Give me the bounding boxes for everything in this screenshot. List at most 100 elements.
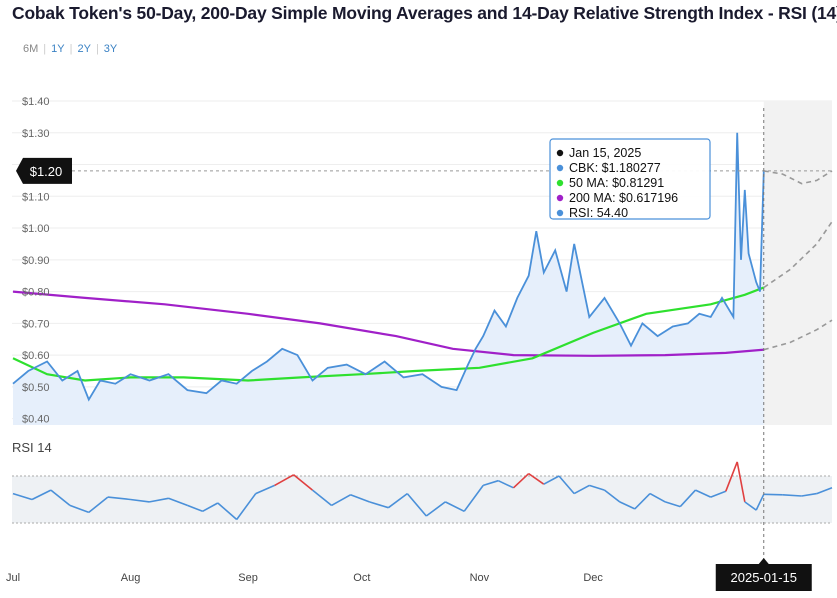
rsi-segment — [649, 492, 666, 503]
rsi-segment — [573, 484, 590, 495]
chart-title: Cobak Token's 50-Day, 200-Day Simple Mov… — [12, 3, 837, 23]
rsi-segment — [88, 496, 109, 514]
rsi-segment — [187, 504, 203, 513]
rsi-label: RSI 14 — [12, 440, 52, 455]
rsi-segment — [69, 504, 90, 514]
rsi-segment — [710, 490, 727, 498]
projection-area — [763, 101, 832, 523]
rsi-segment — [619, 501, 636, 510]
date-callout-pointer — [758, 558, 769, 564]
price-area-fill — [13, 132, 764, 426]
rsi-segment — [107, 496, 131, 501]
rsi-segment — [274, 474, 294, 487]
y-tick-label: $1.30 — [22, 128, 50, 140]
rsi-segment — [217, 502, 238, 521]
price-callout-label: $1.20 — [30, 164, 63, 179]
price-callout-box — [16, 157, 72, 184]
rsi-segment — [497, 479, 514, 489]
rsi-projection-segment — [763, 493, 783, 496]
tooltip-date: Jan 15, 2025 — [569, 146, 641, 160]
rsi-segment — [331, 494, 351, 507]
y-tick-label: $1.40 — [22, 96, 50, 108]
projection-shade — [763, 101, 832, 425]
projection-lines — [763, 170, 833, 351]
rsi-segment — [744, 501, 757, 511]
rsi-projection-segment — [782, 494, 802, 497]
rsi-segment — [664, 501, 681, 508]
range-6m-button[interactable]: 6M — [23, 43, 39, 55]
rsi-segment — [425, 501, 446, 517]
rsi-segment — [202, 502, 219, 513]
rsi-segment — [236, 493, 257, 520]
y-tick-label: $0.80 — [22, 287, 50, 299]
rsi-segment — [634, 493, 651, 510]
rsi-segment — [755, 493, 765, 511]
y-tick-label: $0.50 — [22, 382, 50, 394]
rsi-segment — [369, 501, 389, 509]
rsi-panel: RSI 14 — [12, 440, 833, 524]
rsi-segment — [736, 461, 746, 503]
tooltip-row: RSI: 54.40 — [569, 206, 628, 220]
rsi-projection-segment — [816, 487, 833, 495]
price-area — [13, 132, 764, 426]
y-tick-label: $1.10 — [22, 191, 50, 203]
y-tick-label: $0.70 — [22, 318, 50, 330]
rsi-segment — [589, 484, 605, 491]
x-tick-label: Dec — [583, 572, 603, 584]
y-tick-label: $1.00 — [22, 223, 50, 235]
ma50-line — [12, 286, 765, 382]
rsi-segment — [311, 489, 333, 507]
rsi-band — [12, 476, 832, 523]
rsi-segment — [12, 492, 33, 501]
rsi-segment — [695, 489, 712, 498]
x-tick-label: Jul — [6, 572, 20, 584]
rsi-segment — [149, 497, 169, 503]
rsi-segment — [293, 474, 314, 491]
rsi-projection-segment — [801, 492, 817, 497]
rsi-segment — [604, 489, 621, 503]
rsi-segment — [558, 475, 575, 495]
range-divider: | — [43, 43, 47, 55]
tooltip-marker — [556, 209, 564, 217]
rsi-segment — [725, 461, 738, 492]
date-callout-box — [715, 564, 812, 591]
date-callout-label: 2025-01-15 — [731, 570, 798, 585]
rsi-segment — [528, 472, 545, 485]
rsi-segment — [130, 498, 150, 503]
tooltip-date-dot — [556, 149, 564, 157]
rsi-segment — [406, 493, 427, 517]
y-tick-label: $0.90 — [22, 255, 50, 267]
projection-line — [763, 221, 833, 289]
range-2y-button[interactable]: 2Y — [77, 43, 91, 55]
rsi-segment — [50, 489, 71, 507]
x-tick-label: Sep — [238, 572, 258, 584]
range-divider: | — [69, 43, 73, 55]
rsi-segment — [444, 501, 465, 513]
tooltip-row: 50 MA: $0.81291 — [569, 176, 664, 190]
rsi-segment — [543, 475, 560, 485]
range-divider: | — [95, 43, 99, 55]
rsi-segment — [679, 489, 697, 508]
rsi-segment — [255, 484, 275, 495]
tooltip-row: 200 MA: $0.617196 — [569, 191, 678, 205]
rsi-segment — [512, 473, 530, 489]
range-3y-button[interactable]: 3Y — [103, 43, 118, 55]
range-1y-button[interactable]: 1Y — [51, 43, 65, 55]
series-lines — [12, 132, 765, 402]
range-selector: 6M | 1Y | 2Y | 3Y — [19, 43, 121, 55]
tooltip-marker — [556, 179, 564, 187]
tooltip-box — [549, 138, 711, 220]
rsi-segment — [168, 497, 188, 507]
y-axis-ticks: $0.40 $0.50 $0.60 $0.70 $0.80 $0.90 $1.00 $1.10… — [22, 96, 50, 426]
y-tick-label: $0.40 — [22, 414, 50, 426]
x-tick-label: Nov — [470, 572, 490, 584]
tooltip-row: CBK: $1.180277 — [569, 161, 661, 175]
price-line — [12, 132, 765, 402]
x-tick-label: Oct — [353, 572, 370, 584]
rsi-segment — [463, 484, 484, 512]
rsi-segment — [350, 494, 370, 503]
x-tick-label: Aug — [121, 572, 141, 584]
projection-line — [763, 170, 833, 185]
